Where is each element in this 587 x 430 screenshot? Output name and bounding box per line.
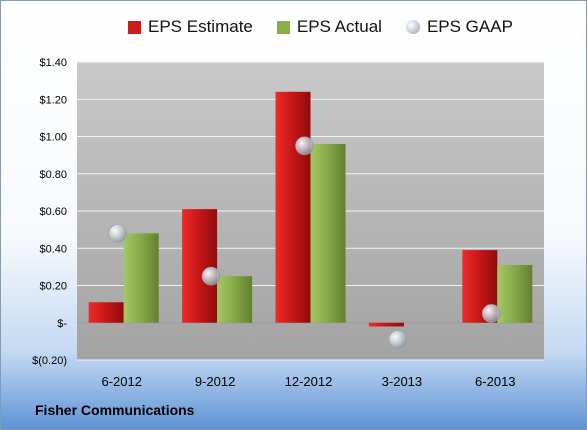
- bar-eps-estimate: [88, 302, 124, 323]
- legend-label-actual: EPS Actual: [296, 17, 382, 36]
- x-tick-label: 12-2012: [285, 374, 333, 389]
- y-tick-label: $0.40: [39, 243, 67, 255]
- legend-swatch-estimate: [128, 20, 141, 34]
- y-tick-label: $0.60: [39, 206, 67, 218]
- x-tick-label: 6-2013: [475, 374, 515, 389]
- legend-label-gaap: EPS GAAP: [426, 17, 513, 36]
- y-tick-label: $-: [57, 318, 67, 330]
- x-tick-label: 3-2013: [382, 374, 422, 389]
- gaap-marker: [481, 304, 501, 323]
- bar-eps-estimate: [275, 91, 311, 323]
- y-tick-label: $1.20: [39, 94, 67, 106]
- bar-eps-actual: [310, 143, 346, 323]
- legend-item-estimate: EPS Estimate: [128, 17, 253, 37]
- x-tick-label: 6-2012: [101, 374, 141, 389]
- company-name: Fisher Communications: [35, 402, 195, 418]
- legend-swatch-gaap: [405, 20, 420, 34]
- legend-item-actual: EPS Actual: [276, 17, 382, 37]
- bar-eps-actual: [217, 276, 253, 323]
- bar-eps-actual: [123, 233, 159, 323]
- gaap-marker: [295, 136, 314, 156]
- legend-item-gaap: EPS GAAP: [405, 17, 513, 37]
- gaap-marker: [108, 224, 127, 243]
- y-tick-label: $1.40: [39, 57, 67, 69]
- chart-legend: EPS Estimate EPS Actual EPS GAAP: [128, 17, 537, 37]
- x-tick-label: 9-2012: [195, 374, 235, 389]
- y-tick-label: $0.20: [39, 281, 67, 293]
- y-tick-label: $(0.20): [32, 355, 67, 367]
- bar-eps-actual: [497, 265, 533, 323]
- legend-swatch-actual: [276, 20, 290, 34]
- y-tick-label: $1.00: [39, 132, 67, 144]
- bar-eps-estimate: [182, 209, 218, 323]
- gaap-marker: [388, 330, 408, 349]
- bar-eps-estimate: [368, 322, 404, 327]
- legend-label-estimate: EPS Estimate: [148, 17, 253, 36]
- y-tick-label: $0.80: [39, 169, 67, 181]
- gaap-marker: [201, 266, 221, 286]
